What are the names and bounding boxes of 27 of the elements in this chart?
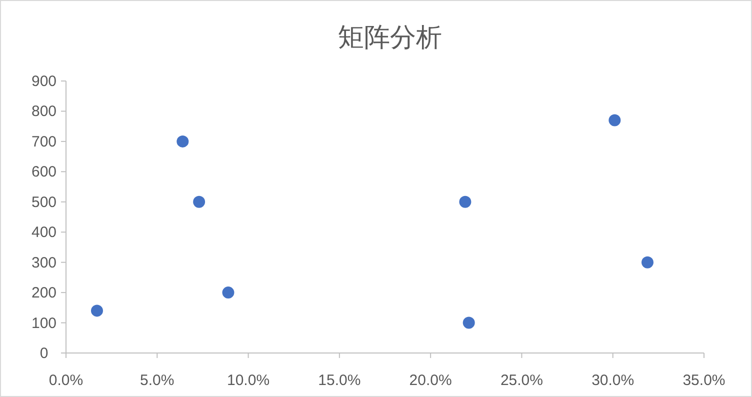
y-tick-label: 200 [31,284,57,302]
y-tick-label: 0 [40,345,48,362]
point [176,135,189,148]
y-tick-label: 600 [31,164,57,181]
y-tick-label: 900 [31,73,57,90]
y-tick-label: 300 [31,254,57,272]
x-tick-label: 30.0% [592,372,634,389]
point [462,316,475,329]
point [608,114,621,126]
point [641,256,654,268]
x-tick-label: 0.0% [48,372,84,389]
x-tick-label: 20.0% [409,372,452,389]
y-tick-label: 800 [31,103,57,120]
y-tick-label: 700 [31,133,57,150]
point [222,286,234,299]
point [193,196,206,208]
x-tick-label: 10.0% [227,372,270,389]
x-tick-label: 35.0% [682,372,726,389]
y-tick-label: 400 [31,224,57,242]
y-tick-label: 500 [31,194,57,211]
y-tick-label: 100 [31,314,57,332]
x-tick-label: 15.0% [318,372,361,389]
point [90,304,103,317]
point [459,196,472,208]
chart-title: 矩阵分析 [338,22,442,52]
x-tick-label: 25.0% [500,372,543,389]
x-tick-label: 5.0% [140,372,174,389]
